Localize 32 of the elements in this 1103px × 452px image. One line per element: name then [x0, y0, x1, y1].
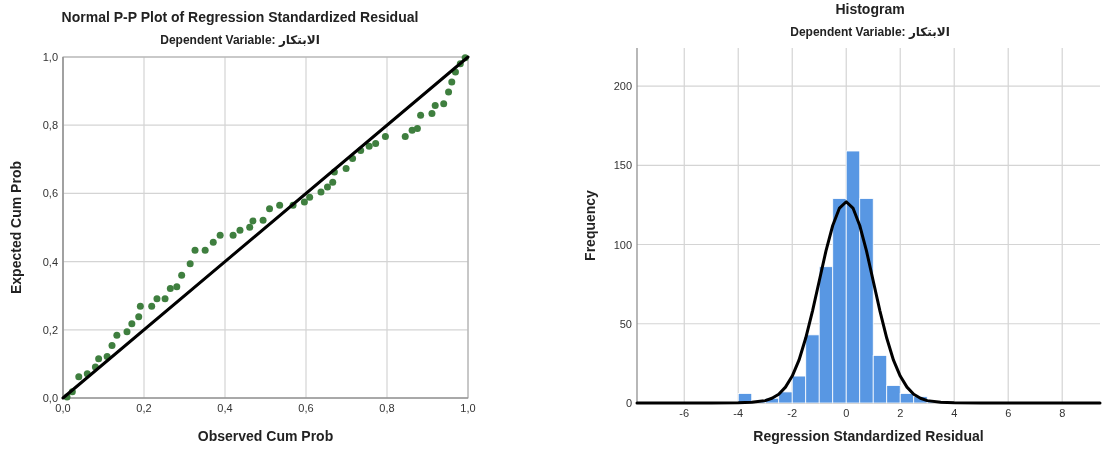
x-tick-label: 0,4 [217, 402, 233, 414]
y-tick-label: 0,0 [42, 392, 58, 404]
x-tick-label: -6 [679, 407, 690, 419]
x-tick-label: 0,8 [379, 402, 395, 414]
chart-title: Histogram [835, 1, 905, 17]
y-tick-label: 200 [613, 80, 632, 93]
x-tick-label: 0,6 [298, 402, 314, 414]
chart-subtitle: Dependent Variable: الابتكار [160, 33, 320, 47]
y-tick-label: 1,0 [42, 51, 58, 63]
x-tick-label: 6 [1005, 407, 1012, 419]
y-tick-label: 50 [619, 317, 632, 330]
x-tick-label: -2 [787, 407, 798, 419]
y-tick-label: 0,6 [42, 187, 58, 200]
y-tick-label: 150 [613, 159, 632, 172]
chart-title: Normal P-P Plot of Regression Standardized Residual [61, 9, 419, 25]
x-tick-label: 1,0 [460, 402, 476, 414]
y-tick-label: 0,8 [42, 119, 58, 132]
y-tick-label: 0,4 [42, 255, 58, 268]
x-axis-title: Regression Standardized Residual [753, 428, 984, 444]
y-axis-title: Expected Cum Prob [8, 160, 24, 295]
x-tick-label: 0 [843, 407, 850, 419]
x-tick-label: -4 [733, 407, 744, 419]
chart-subtitle: Dependent Variable: الابتكار [790, 25, 950, 39]
y-axis-title: Frequency [582, 189, 598, 261]
x-tick-label: 0,0 [55, 402, 71, 414]
x-tick-label: 8 [1059, 407, 1066, 419]
x-tick-label: 2 [897, 407, 904, 419]
y-tick-label: 100 [613, 238, 632, 251]
x-axis-title: Observed Cum Prob [197, 428, 334, 444]
y-tick-label: 0,2 [42, 323, 58, 336]
x-tick-label: 4 [951, 407, 958, 419]
x-tick-label: 0,2 [136, 402, 152, 414]
